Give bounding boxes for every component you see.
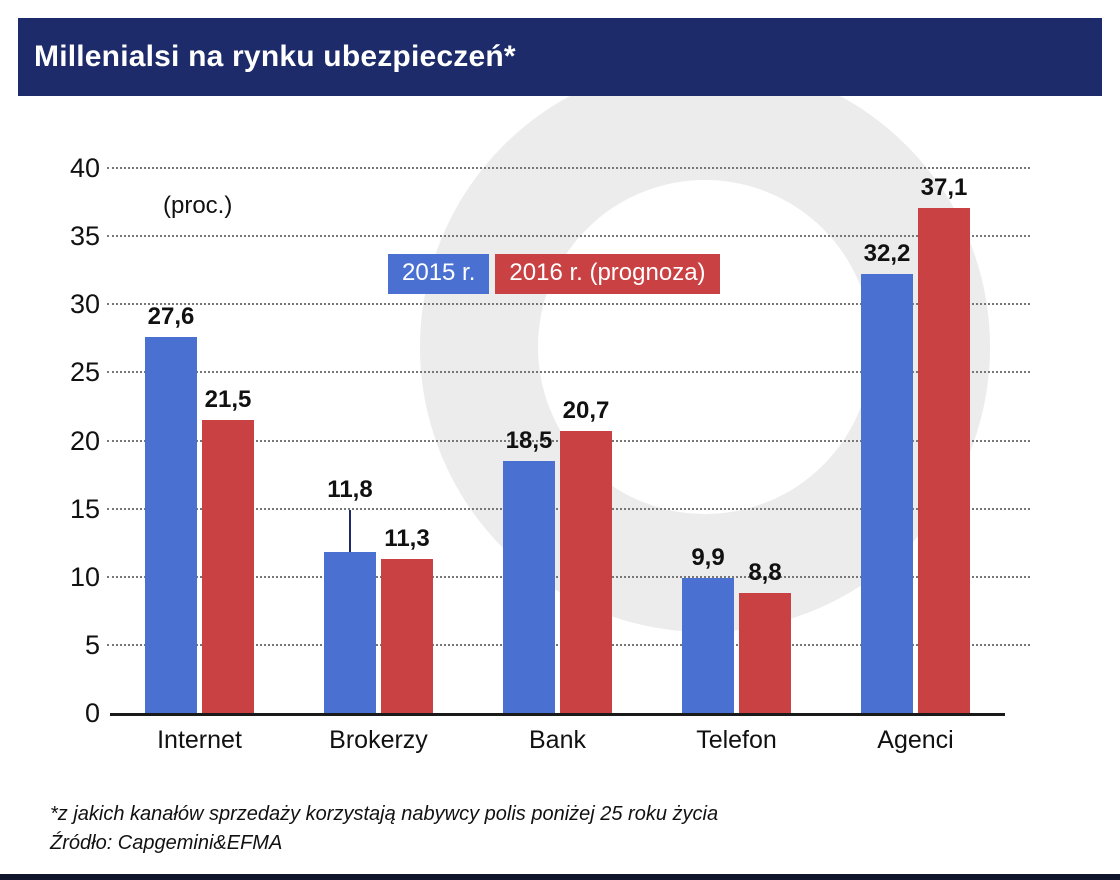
bar-brokerzy-2015 bbox=[324, 552, 376, 713]
label-leader-line bbox=[349, 510, 351, 553]
bar-internet-2016 bbox=[202, 420, 254, 713]
bar-value-label: 27,6 bbox=[147, 302, 195, 330]
bar-agenci-2015 bbox=[861, 274, 913, 713]
legend-item-2016: 2016 r. (prognoza) bbox=[495, 254, 720, 294]
x-axis-label-telefon: Telefon bbox=[696, 726, 777, 754]
bar-wrap: 9,9 bbox=[682, 544, 734, 713]
bar-wrap: 32,2 bbox=[861, 240, 913, 713]
x-axis-label-agenci: Agenci bbox=[877, 726, 954, 754]
plot-area: 27,6 21,5 11,8 11,3 18,5 20,7 9,9 8,8 32,2 37,1 bbox=[107, 167, 1030, 716]
y-axis-tick-label: 25 bbox=[69, 357, 100, 388]
bar-bank-2016 bbox=[560, 430, 612, 713]
bar-group-internet: 27,6 21,5 bbox=[110, 168, 289, 713]
y-axis-tick-label: 15 bbox=[69, 493, 100, 524]
chart-legend: 2015 r. 2016 r. (prognoza) bbox=[388, 254, 720, 294]
bar-wrap: 37,1 bbox=[918, 174, 970, 713]
legend-item-2015: 2015 r. bbox=[388, 254, 490, 294]
bar-group-telefon: 9,9 8,8 bbox=[647, 168, 826, 713]
bar-wrap: 21,5 bbox=[202, 386, 254, 713]
bar-bank-2015 bbox=[503, 460, 555, 713]
bar-value-label: 18,5 bbox=[505, 426, 553, 454]
y-axis-tick-label: 20 bbox=[69, 425, 100, 456]
y-axis-unit-label: (proc.) bbox=[163, 192, 233, 219]
y-axis-tick-label: 5 bbox=[84, 629, 100, 660]
x-axis-label-internet: Internet bbox=[157, 726, 242, 754]
bar-value-label: 32,2 bbox=[863, 240, 911, 268]
bar-internet-2015 bbox=[145, 336, 197, 713]
x-axis-labels: Internet Brokerzy Bank Telefon Agenci bbox=[110, 726, 1005, 755]
bar-value-label: 21,5 bbox=[204, 386, 252, 414]
bar-value-label: 8,8 bbox=[748, 559, 782, 587]
bar-value-label: 11,8 bbox=[327, 476, 373, 504]
y-axis-tick-label: 40 bbox=[69, 153, 100, 183]
footnote: *z jakich kanałów sprzedaży korzystają n… bbox=[50, 803, 719, 825]
bar-group-agenci: 32,2 37,1 bbox=[826, 168, 1005, 713]
bar-group-bank: 18,5 20,7 bbox=[468, 168, 647, 713]
bar-agenci-2016 bbox=[918, 207, 970, 713]
bar-wrap: 8,8 bbox=[739, 559, 791, 713]
y-axis-tick-label: 10 bbox=[69, 561, 100, 592]
bar-wrap: 18,5 bbox=[503, 427, 555, 713]
bar-group-brokerzy: 11,8 11,3 bbox=[289, 168, 468, 713]
gridline bbox=[107, 167, 1030, 169]
bar-wrap: 11,3 bbox=[381, 525, 433, 713]
y-axis-tick-label: 35 bbox=[69, 221, 100, 252]
chart-title-bar: Millenialsi na rynku ubezpieczeń* bbox=[18, 18, 1102, 96]
bar-wrap: 11,8 bbox=[324, 476, 376, 713]
source-note: Źródło: Capgemini&EFMA bbox=[50, 832, 283, 854]
gridline bbox=[107, 303, 1030, 306]
bar-value-label: 11,3 bbox=[384, 525, 430, 553]
y-axis: 0 5 10 15 20 25 30 35 40 bbox=[30, 153, 100, 728]
bar-wrap: 27,6 bbox=[145, 303, 197, 713]
x-axis-label-brokerzy: Brokerzy bbox=[329, 726, 428, 754]
bar-wrap: 20,7 bbox=[560, 397, 612, 713]
chart-title: Millenialsi na rynku ubezpieczeń* bbox=[34, 40, 516, 73]
bar-value-label: 20,7 bbox=[562, 396, 610, 424]
chart-footnotes: *z jakich kanałów sprzedaży korzystają n… bbox=[50, 800, 718, 858]
bar-value-label: 9,9 bbox=[691, 544, 725, 572]
bottom-border-strip bbox=[0, 874, 1120, 880]
bar-telefon-2016 bbox=[739, 593, 791, 713]
y-axis-tick-label: 0 bbox=[84, 698, 100, 728]
bar-telefon-2015 bbox=[682, 578, 734, 713]
x-axis-label-bank: Bank bbox=[529, 726, 586, 754]
bar-brokerzy-2016 bbox=[381, 559, 433, 713]
y-axis-tick-label: 30 bbox=[69, 289, 100, 320]
bar-value-label: 37,1 bbox=[920, 173, 968, 201]
gridline bbox=[107, 371, 1030, 374]
gridline bbox=[107, 235, 1030, 238]
